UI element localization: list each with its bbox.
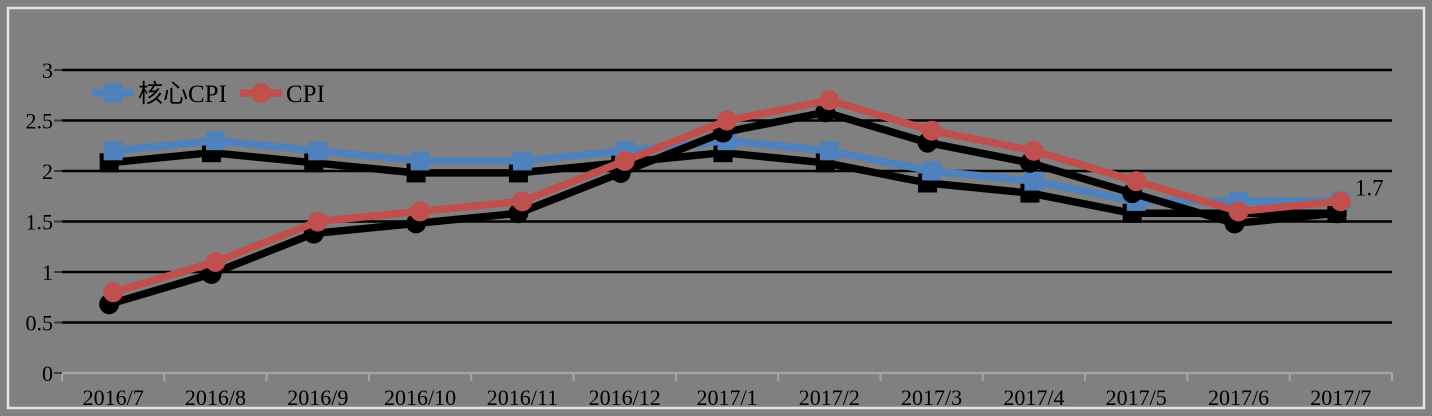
legend-group: 核心CPI CPI (92, 80, 325, 108)
series-1-marker (410, 201, 431, 222)
series-0-marker (205, 131, 225, 151)
axes-group (54, 69, 1393, 381)
series-0-marker (410, 151, 430, 171)
y-axis-tick-label: 1.5 (26, 210, 54, 235)
y-axis-tick-label: 2 (42, 159, 53, 184)
series-0-marker (103, 141, 123, 161)
y-axis-tick-label: 3 (42, 58, 53, 83)
y-axis-tick-label: 0.5 (26, 311, 54, 336)
x-axis-tick-label: 2017/5 (1106, 385, 1167, 410)
y-axis-tick-label: 2.5 (26, 109, 54, 134)
axis-labels-group: 0 0.5 1 1.5 2 2.5 3 2016/7 2016/8 2016/9 2016/10 20… (26, 58, 1372, 410)
x-axis-tick-label: 2017/2 (799, 385, 860, 410)
x-axis-tick-label: 2016/7 (83, 385, 144, 410)
series-1-marker (205, 251, 226, 272)
series-1-marker (717, 110, 737, 131)
chart-border-frame (6, 6, 1426, 410)
x-axis-tick-label: 2016/10 (384, 385, 456, 410)
x-axis-tick-label: 2016/9 (287, 385, 348, 410)
series-0-marker (1024, 171, 1044, 191)
series-0-marker (512, 151, 532, 171)
series-0-shadow (99, 143, 1347, 223)
x-axis-tick-label: 2016/12 (589, 385, 661, 410)
annotation-group: 1.7 (1355, 175, 1384, 200)
series-1-marker (307, 211, 328, 232)
legend-square-marker-icon (103, 83, 123, 103)
series-group (99, 90, 1351, 315)
x-axis-tick-label: 2017/3 (901, 385, 962, 410)
data-label: 1.7 (1355, 175, 1384, 200)
legend-label: CPI (286, 81, 325, 108)
y-axis-tick-label: 0 (42, 361, 53, 386)
series-1-marker (1330, 191, 1351, 212)
series-1-shadow (99, 102, 1347, 315)
series-0-marker (922, 161, 942, 181)
series-1-marker (614, 150, 635, 171)
series-1-marker (1228, 201, 1249, 222)
series-1-marker (103, 282, 124, 303)
x-axis-tick-label: 2017/1 (696, 385, 757, 410)
legend-item: 核心CPI (92, 80, 227, 108)
series-1-marker (921, 120, 942, 141)
x-axis-tick-label: 2017/6 (1208, 385, 1269, 410)
legend-circle-marker-icon (251, 83, 271, 103)
series-1-marker (512, 191, 533, 212)
series-1-marker (819, 90, 840, 111)
series-0-marker (308, 141, 328, 161)
x-axis-tick-label: 2017/4 (1003, 385, 1064, 410)
series-1-marker (1126, 171, 1147, 192)
x-axis-tick-label: 2017/7 (1310, 385, 1371, 410)
legend-item: CPI (240, 81, 325, 108)
legend-label: 核心CPI (138, 80, 227, 108)
x-axis-tick-label: 2016/11 (487, 385, 558, 410)
series-0-marker (819, 141, 839, 161)
x-axis-tick-label: 2016/8 (185, 385, 246, 410)
series-1-plot (103, 90, 1351, 303)
series-1-marker (1023, 140, 1044, 161)
y-axis-tick-label: 1 (42, 260, 53, 285)
